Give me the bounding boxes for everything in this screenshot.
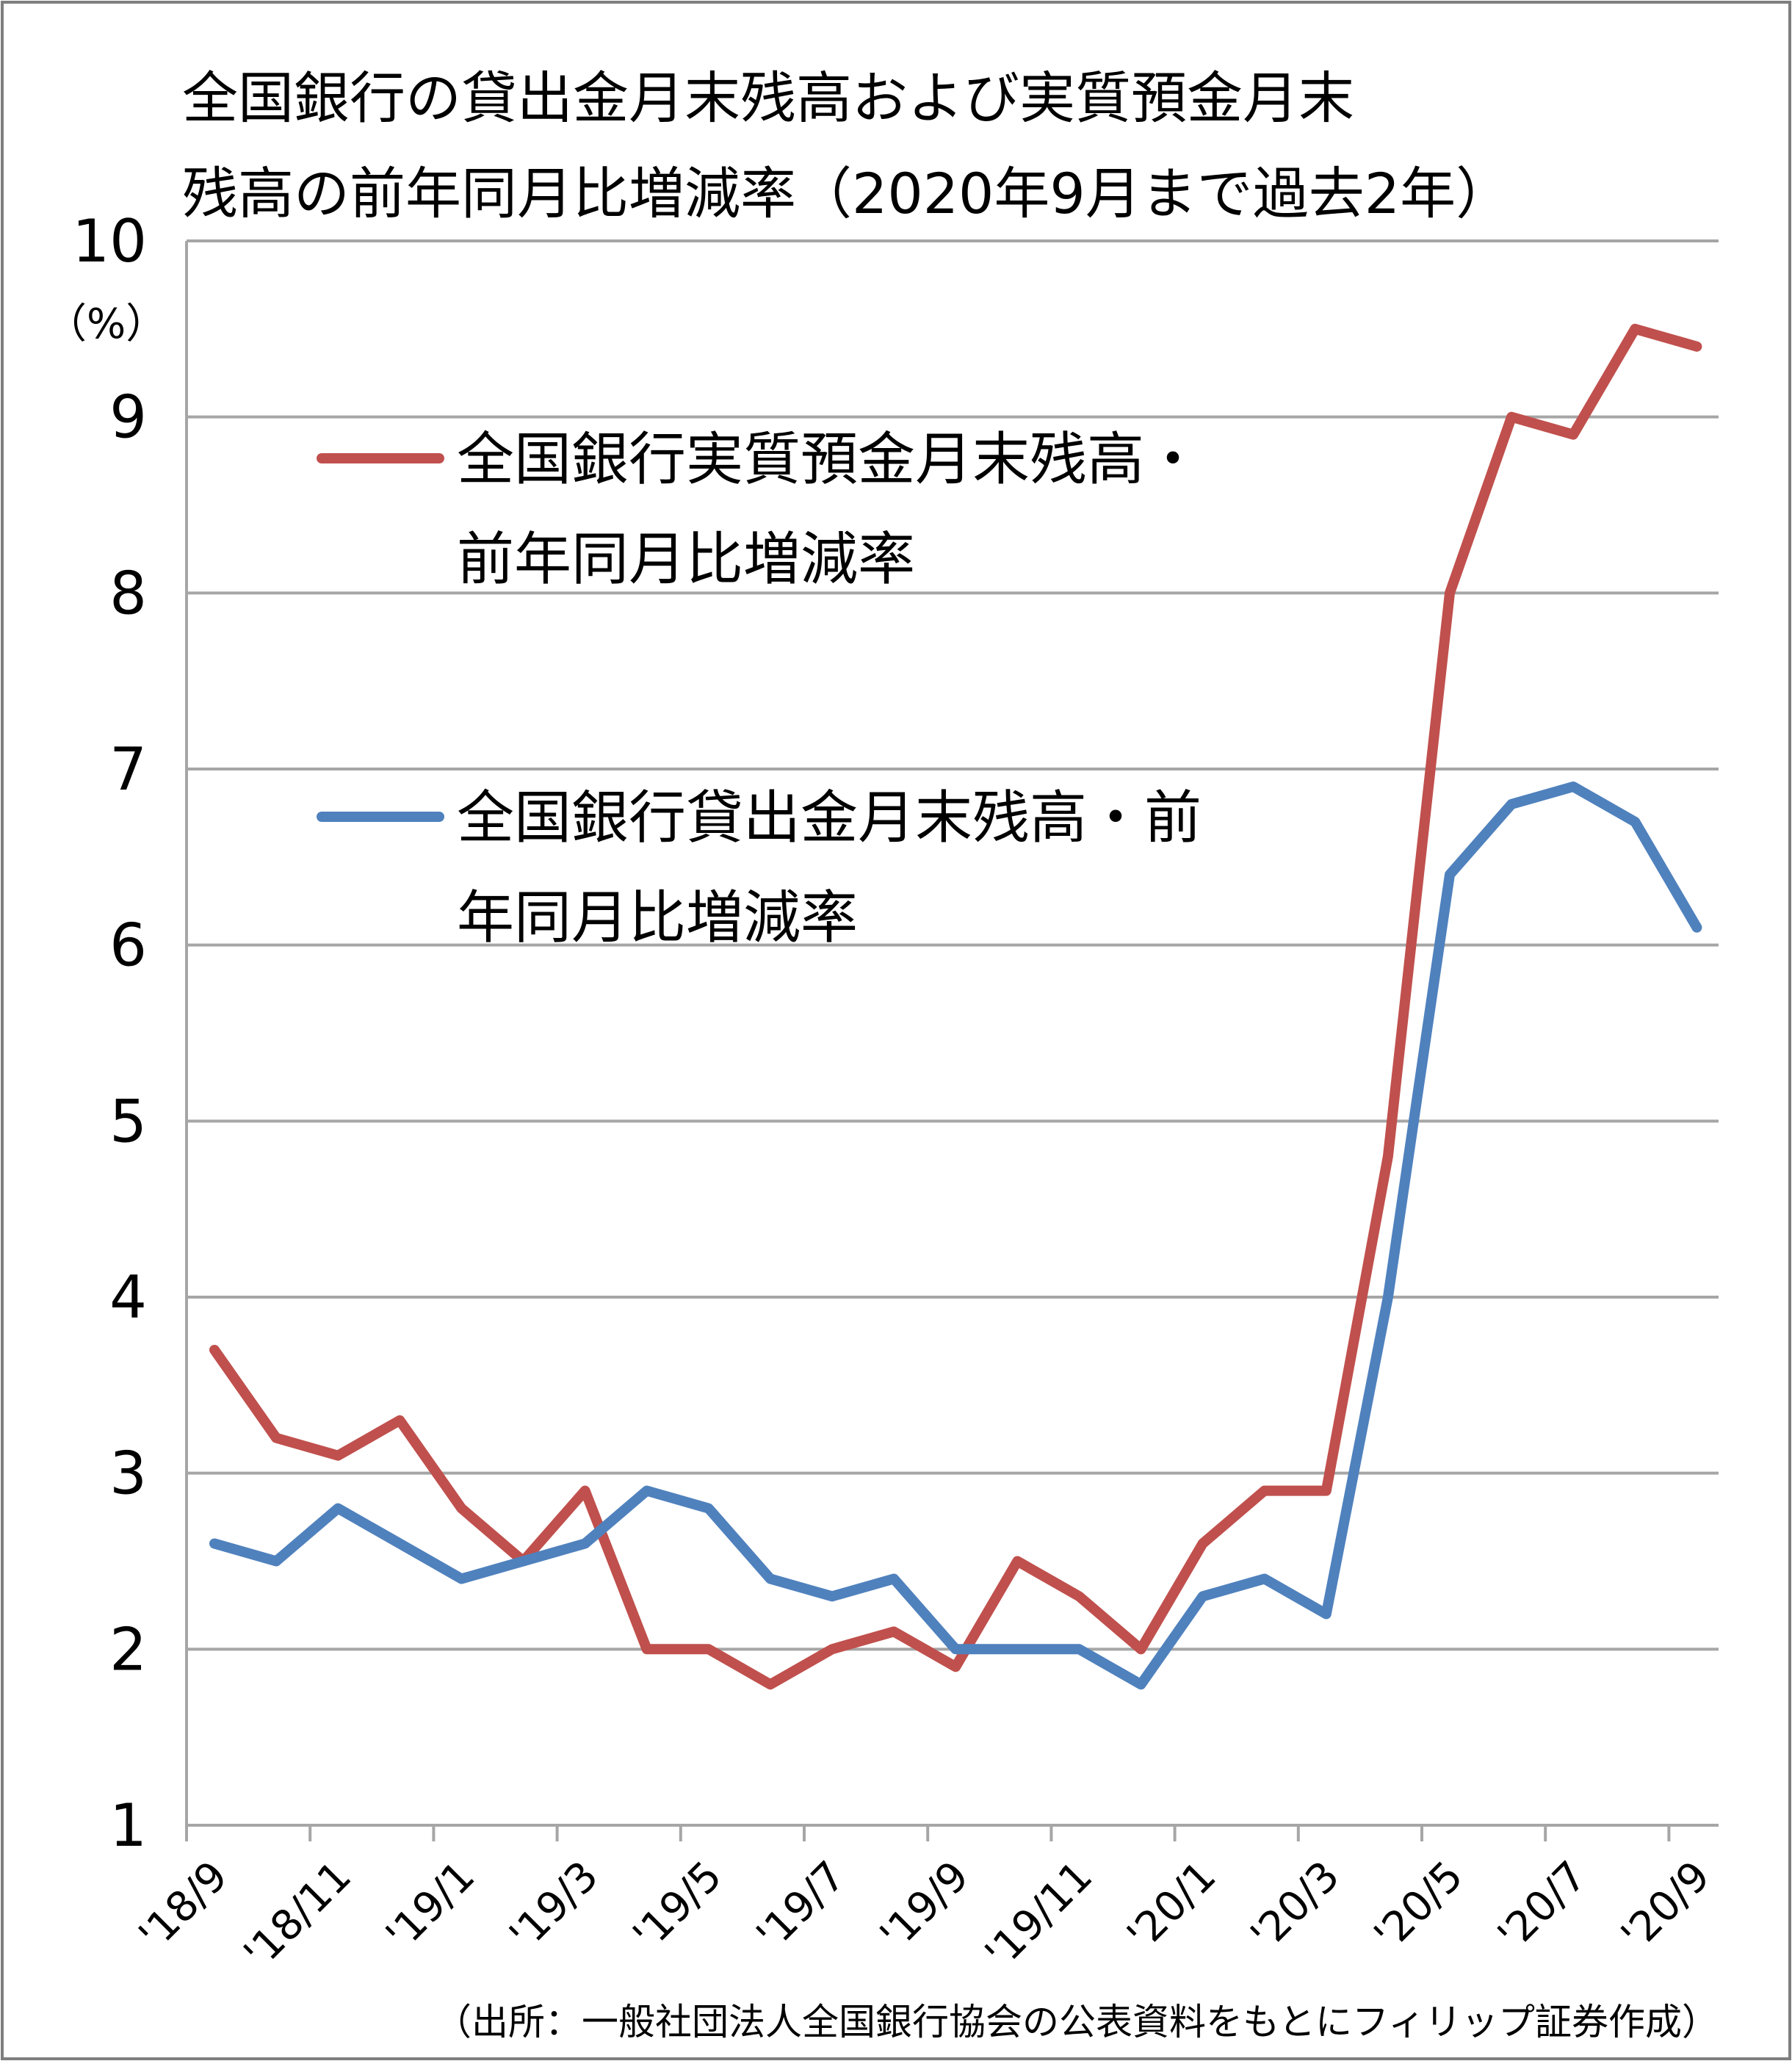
loans-point-0 xyxy=(213,1542,216,1545)
loans-point-6 xyxy=(583,1542,587,1545)
loans-point-22 xyxy=(1572,784,1575,788)
deposits-point-13 xyxy=(1016,1559,1019,1563)
deposits-point-9 xyxy=(768,1683,772,1686)
y-tick-label-4: 4 xyxy=(109,1263,147,1332)
loans-point-1 xyxy=(275,1559,278,1563)
source-note: （出所：一般社団法人全国銀行協会の公表資料をもとにフィリップ証券作成） xyxy=(435,2001,1719,2043)
y-tick-label-7: 7 xyxy=(109,735,147,804)
y-axis-ticks: 1 2 3 4 5 6 7 8 9 10 xyxy=(72,207,147,1860)
deposits-point-21 xyxy=(1510,415,1514,419)
axes xyxy=(185,241,1719,1827)
y-tick-label-2: 2 xyxy=(109,1615,147,1683)
legend-label-deposits-line-1: 全国銀行実質預金月末残高・ xyxy=(457,427,1202,493)
y-tick-label-5: 5 xyxy=(109,1087,147,1155)
deposits-point-12 xyxy=(954,1665,958,1669)
deposits-point-22 xyxy=(1572,433,1575,436)
y-tick-label-9: 9 xyxy=(109,383,147,452)
deposits-point-17 xyxy=(1262,1489,1266,1492)
y-tick-label-10: 10 xyxy=(72,207,147,275)
loans-point-19 xyxy=(1386,1296,1390,1299)
loans-point-12 xyxy=(954,1647,958,1651)
chart-title: 全国銀行の貸出金月末残高および実質預金月末 残高の前年同月比増減率（2020年9… xyxy=(182,65,1511,226)
y-tick-label-6: 6 xyxy=(109,912,147,980)
deposits-point-4 xyxy=(460,1506,463,1510)
loans-point-16 xyxy=(1201,1595,1204,1598)
deposits-point-18 xyxy=(1324,1489,1328,1492)
loans-point-11 xyxy=(892,1577,896,1581)
legend-label-deposits-line-2: 前年同月比増減率 xyxy=(457,527,915,593)
loans-point-23 xyxy=(1633,820,1637,823)
deposits-point-6 xyxy=(583,1489,587,1492)
loans-point-8 xyxy=(707,1506,710,1510)
loans-point-9 xyxy=(768,1577,772,1581)
deposits-point-20 xyxy=(1448,591,1451,595)
deposits-point-8 xyxy=(707,1647,710,1651)
y-tick-label-1: 1 xyxy=(109,1791,147,1860)
loans-point-4 xyxy=(460,1577,463,1581)
loans-point-10 xyxy=(831,1595,834,1598)
deposits-point-2 xyxy=(336,1454,340,1457)
y-tick-label-8: 8 xyxy=(109,559,147,627)
series-lines xyxy=(209,323,1702,1690)
chart-title-line-1: 全国銀行の貸出金月末残高および実質預金月末 xyxy=(182,65,1354,131)
y-axis-unit: （%） xyxy=(46,300,167,348)
y-tick-label-3: 3 xyxy=(109,1440,147,1508)
deposits-point-14 xyxy=(1077,1595,1081,1598)
loans-point-13 xyxy=(1016,1647,1019,1651)
deposits-point-19 xyxy=(1386,1155,1390,1158)
loans-point-18 xyxy=(1324,1612,1328,1616)
loans-point-20 xyxy=(1448,873,1451,876)
deposits-point-11 xyxy=(892,1630,896,1634)
legend-label-loans-line-2: 年同月比増減率 xyxy=(457,885,858,951)
loans-point-2 xyxy=(336,1506,340,1510)
deposits-point-16 xyxy=(1201,1542,1204,1545)
legend: 全国銀行実質預金月末残高・ 前年同月比増減率 全国銀行貸出金月末残高・前 年同月… xyxy=(317,427,1202,951)
deposits-point-1 xyxy=(275,1436,278,1440)
deposits-point-15 xyxy=(1139,1647,1143,1651)
loans-point-24 xyxy=(1695,925,1699,929)
deposits-point-7 xyxy=(645,1647,648,1651)
legend-label-loans-line-1: 全国銀行貸出金月末残高・前 xyxy=(457,785,1202,851)
deposits-point-3 xyxy=(398,1418,402,1422)
loans-point-21 xyxy=(1510,802,1514,806)
loans-point-5 xyxy=(521,1559,525,1563)
deposits-point-0 xyxy=(213,1348,216,1351)
loans-point-15 xyxy=(1139,1683,1143,1686)
loans-point-3 xyxy=(398,1542,402,1545)
deposits-point-24 xyxy=(1695,344,1699,348)
deposits-point-23 xyxy=(1633,327,1637,331)
deposits-point-10 xyxy=(831,1647,834,1651)
loans-point-17 xyxy=(1262,1577,1266,1581)
chart-title-line-2: 残高の前年同月比増減率（2020年9月まで過去2年） xyxy=(182,161,1511,226)
gridlines xyxy=(187,239,1719,1651)
loans-point-14 xyxy=(1077,1647,1081,1651)
loans-point-7 xyxy=(645,1489,648,1492)
